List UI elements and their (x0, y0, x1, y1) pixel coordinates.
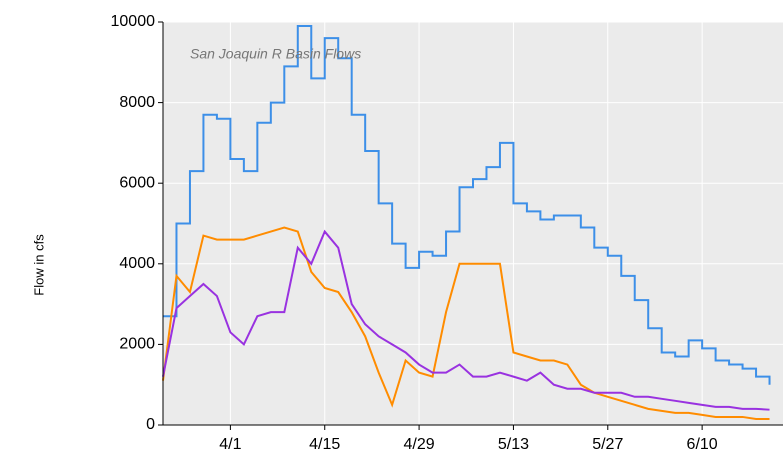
y-tick-label: 2000 (119, 336, 155, 353)
y-tick-label: 0 (146, 416, 155, 433)
x-tick-label: 5/27 (592, 436, 623, 453)
plot-area (163, 22, 783, 425)
y-axis-label: Flow in cfs (31, 234, 46, 296)
chart-title: San Joaquin R Basin Flows (190, 46, 361, 62)
x-tick-label: 6/10 (687, 436, 718, 453)
series-line (162, 229, 770, 411)
lines (162, 25, 771, 420)
y-tick-label: 6000 (119, 174, 155, 191)
series-line (162, 226, 770, 420)
y-tick-label: 10000 (111, 13, 156, 30)
x-tick-label: 4/15 (309, 436, 340, 453)
grid (163, 21, 783, 426)
x-tick-label: 4/1 (219, 436, 241, 453)
x-tick-label: 5/13 (498, 436, 529, 453)
y-tick-label: 8000 (119, 94, 155, 111)
x-tick-label: 4/29 (404, 436, 435, 453)
y-tick-label: 4000 (119, 255, 155, 272)
series-line (163, 25, 771, 385)
